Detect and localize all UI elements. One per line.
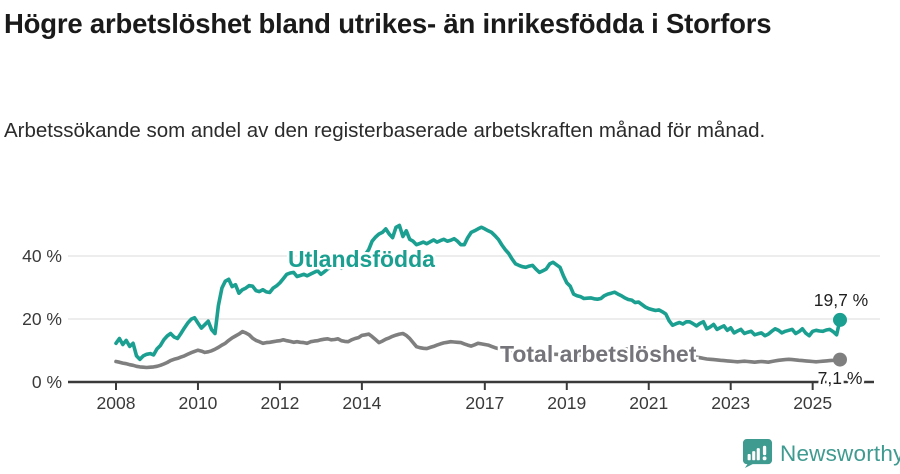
svg-text:2008: 2008 — [97, 393, 136, 413]
svg-text:40 %: 40 % — [22, 246, 62, 266]
svg-text:2025: 2025 — [793, 393, 832, 413]
chart-subtitle: Arbetssökande som andel av den registerb… — [4, 119, 766, 142]
svg-text:2012: 2012 — [260, 393, 299, 413]
series-label-total-arbetsloshet: Total arbetslöshet — [500, 341, 697, 367]
svg-text:2021: 2021 — [629, 393, 668, 413]
svg-text:2017: 2017 — [465, 393, 504, 413]
svg-text:0 %: 0 % — [32, 372, 62, 392]
newsworthy-logo-text: Newsworthy — [780, 440, 900, 466]
svg-text:2014: 2014 — [342, 393, 381, 413]
newsworthy-logo-icon — [742, 438, 773, 469]
svg-text:2010: 2010 — [178, 393, 217, 413]
end-value-label-utlandsfodda: 19,7 % — [814, 290, 868, 310]
newsworthy-logo: Newsworthy — [742, 438, 900, 469]
end-value-label-total: 7,1 % — [818, 368, 863, 388]
series-label-utlandsfodda: Utlandsfödda — [288, 246, 435, 272]
page-title: Högre arbetslöshet bland utrikes- än inr… — [4, 8, 772, 39]
svg-text:20 %: 20 % — [22, 309, 62, 329]
svg-text:2019: 2019 — [547, 393, 586, 413]
svg-text:2023: 2023 — [711, 393, 750, 413]
